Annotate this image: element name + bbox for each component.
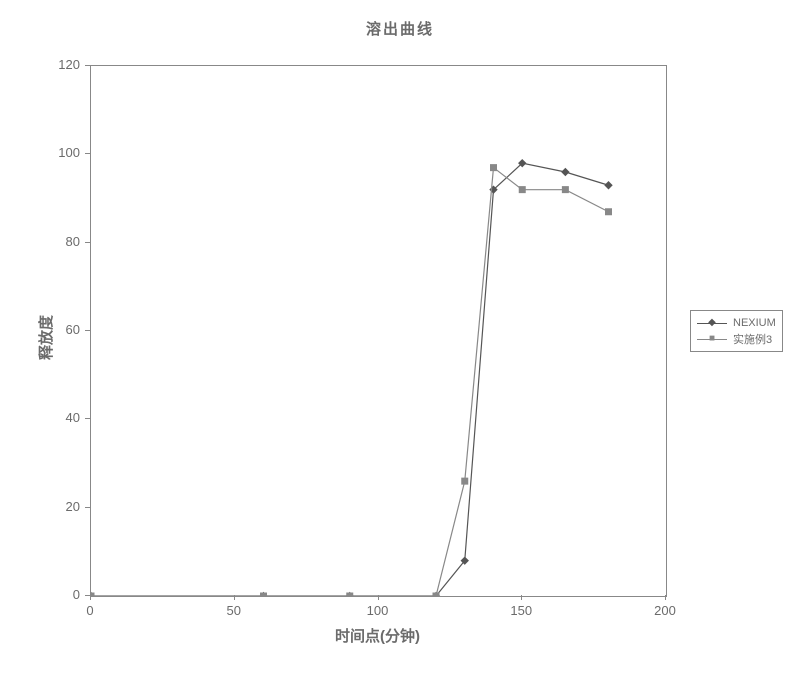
legend-item: ◆ NEXIUM	[697, 315, 776, 331]
x-tick-mark	[521, 595, 522, 600]
y-tick-mark	[85, 65, 90, 66]
series-marker	[606, 209, 612, 215]
x-tick-mark	[665, 595, 666, 600]
y-tick-label: 80	[50, 234, 80, 249]
series-marker	[347, 593, 353, 596]
y-tick-label: 100	[50, 145, 80, 160]
series-marker	[605, 182, 612, 189]
x-tick-mark	[90, 595, 91, 600]
legend-item: ■ 实施例3	[697, 331, 776, 347]
plot-area	[90, 65, 667, 597]
y-tick-mark	[85, 153, 90, 154]
series-marker	[491, 165, 497, 171]
y-tick-mark	[85, 242, 90, 243]
series-marker	[562, 169, 569, 176]
y-tick-label: 120	[50, 57, 80, 72]
series-marker	[91, 593, 94, 596]
series-marker	[433, 593, 439, 596]
x-tick-label: 150	[510, 603, 532, 618]
x-tick-mark	[234, 595, 235, 600]
x-tick-label: 100	[367, 603, 389, 618]
x-tick-label: 200	[654, 603, 676, 618]
y-tick-label: 0	[50, 587, 80, 602]
legend-label: NEXIUM	[733, 317, 776, 329]
legend-swatch: ◆	[697, 317, 727, 329]
y-tick-label: 20	[50, 499, 80, 514]
x-axis-label: 时间点(分钟)	[90, 625, 665, 646]
y-tick-label: 40	[50, 410, 80, 425]
series-marker	[562, 187, 568, 193]
series-line	[91, 163, 609, 596]
y-tick-mark	[85, 330, 90, 331]
series-marker	[519, 187, 525, 193]
series-layer	[91, 66, 666, 596]
legend-swatch: ■	[697, 333, 727, 345]
x-tick-mark	[378, 595, 379, 600]
chart-title: 溶出曲线	[0, 18, 800, 39]
chart-page: { "chart": { "type": "line", "title": "溶…	[0, 0, 800, 685]
y-axis-label: 释放度	[35, 315, 56, 360]
legend: ◆ NEXIUM ■ 实施例3	[690, 310, 783, 352]
legend-label: 实施例3	[733, 331, 772, 347]
y-tick-mark	[85, 418, 90, 419]
y-tick-mark	[85, 507, 90, 508]
x-tick-label: 0	[86, 603, 93, 618]
series-line	[91, 168, 609, 596]
series-marker	[261, 593, 267, 596]
x-tick-label: 50	[227, 603, 241, 618]
series-marker	[462, 478, 468, 484]
